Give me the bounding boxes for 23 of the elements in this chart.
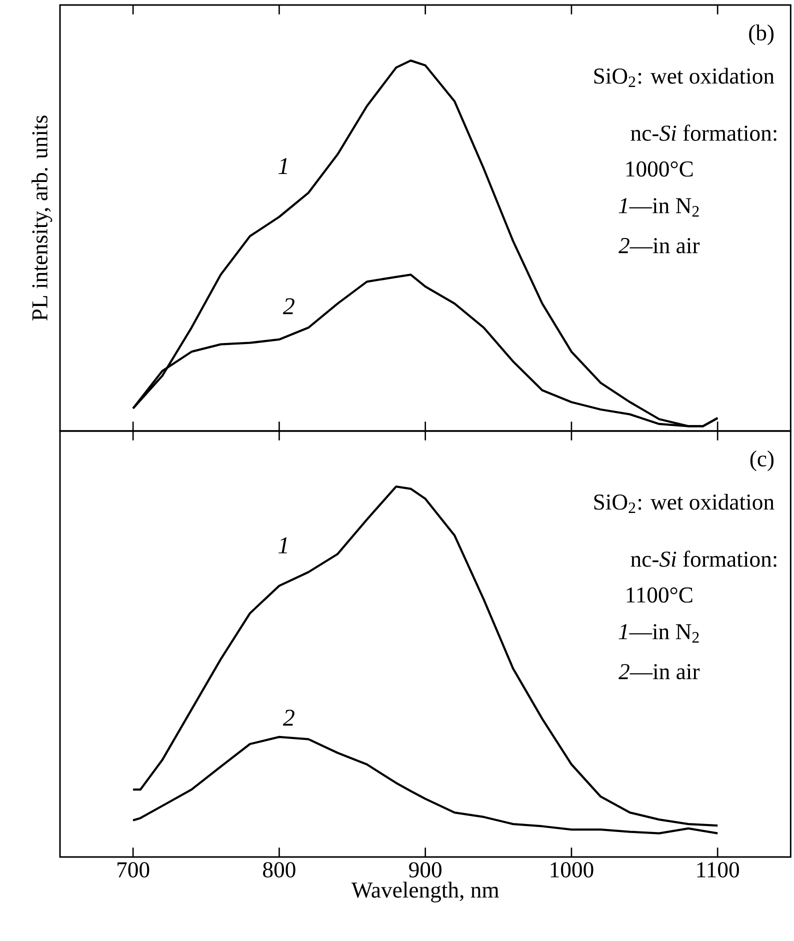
- annotation: 2—in air: [618, 664, 700, 680]
- series-label: 2: [282, 298, 294, 314]
- text: (c): [750, 450, 774, 472]
- annotation: 1100°C: [626, 587, 692, 603]
- annotation: 1—in N$_{2}$: [618, 198, 699, 217]
- annotation: nc-Si formation:: [630, 550, 776, 567]
- series-label: 1: [278, 537, 288, 554]
- annotation: SiO$_{2}$: wet oxidation: [594, 68, 774, 87]
- series-label: 1: [278, 158, 288, 174]
- annotation: 1—in N$_{2}$: [618, 624, 699, 643]
- annotation: 1000°C: [626, 161, 693, 177]
- x-tick-label: 1000: [550, 862, 594, 878]
- series-label: 2: [282, 710, 294, 726]
- x-tick-label: 800: [263, 862, 296, 878]
- x-tick-label: 700: [118, 862, 150, 878]
- x-tick-label: 900: [409, 862, 442, 878]
- annotation: 2—in air: [618, 238, 700, 254]
- text: (b): [749, 24, 774, 46]
- annotation: SiO$_{2}$: wet oxidation: [594, 494, 774, 513]
- x-tick-label: 1100: [697, 862, 739, 878]
- y-axis-title: PL intensity, arb. units: [32, 116, 52, 320]
- x-axis-title: Wavelength, nm: [351, 882, 499, 902]
- annotation: nc-Si formation:: [630, 124, 776, 141]
